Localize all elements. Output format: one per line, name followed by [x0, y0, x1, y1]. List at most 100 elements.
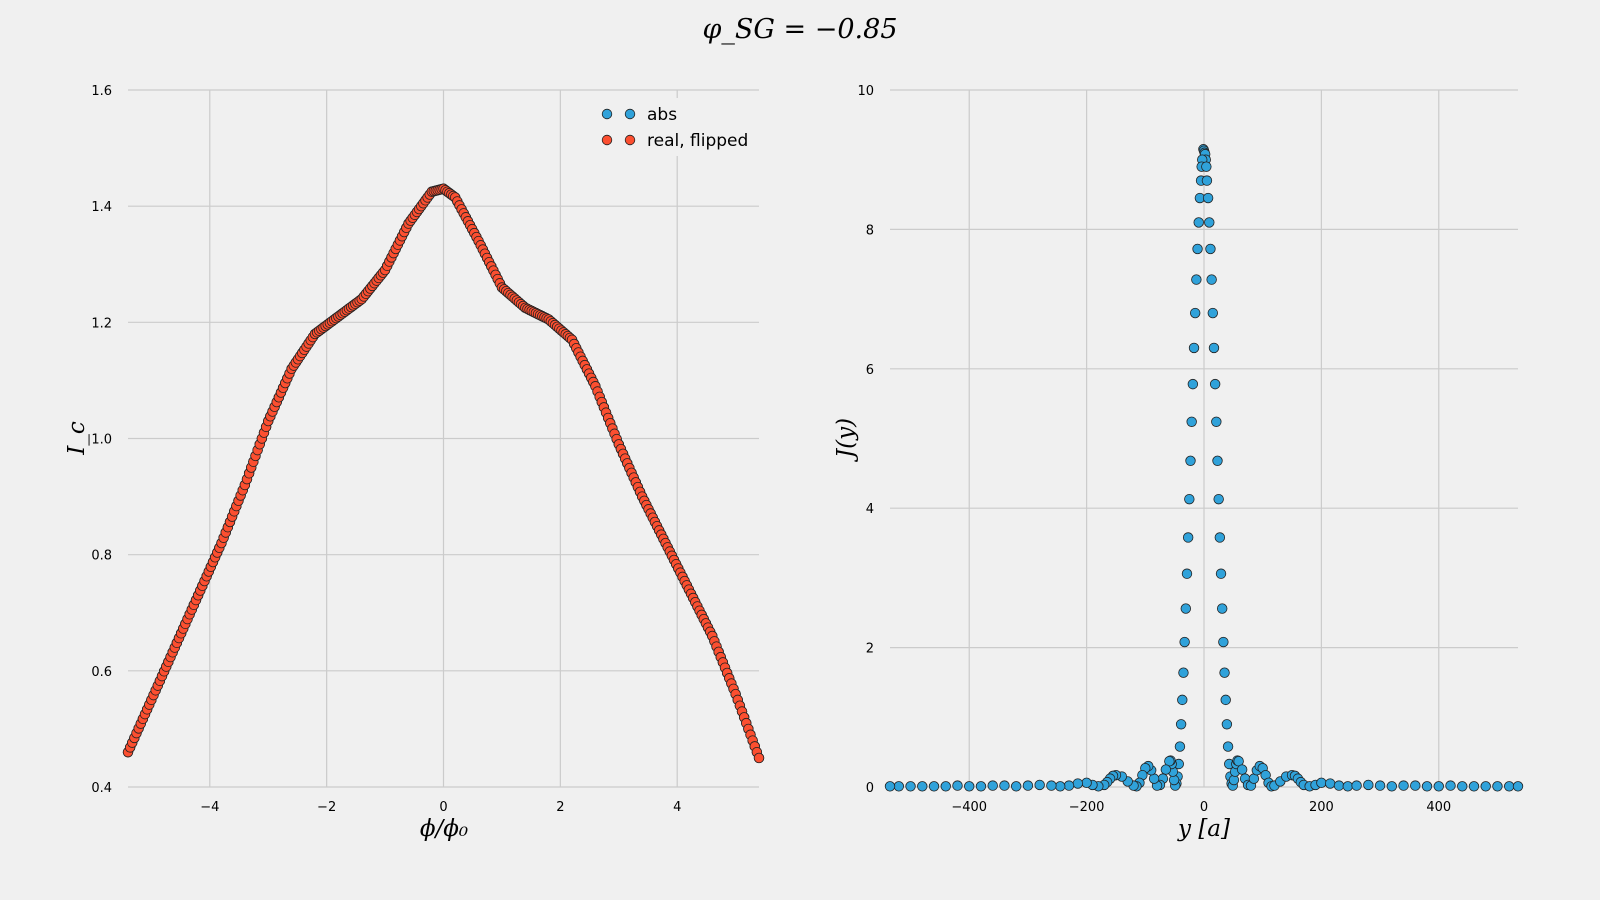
- right-point-abs: [952, 780, 963, 791]
- right-point-abs: [884, 781, 896, 792]
- legend-real-marker-1: [601, 134, 613, 146]
- right-point-abs: [1182, 532, 1194, 543]
- legend-real-marker-2: [624, 134, 636, 146]
- right-point-abs: [1010, 781, 1022, 792]
- right-points: [884, 144, 1524, 792]
- right-xtick-label: 0: [1200, 800, 1208, 815]
- right-point-abs: [1512, 781, 1524, 792]
- right-point-abs: [1174, 741, 1186, 752]
- legend: abs real, flipped: [589, 98, 759, 156]
- left-ylabel: I_c: [64, 421, 90, 456]
- right-ytick-label: 2: [866, 642, 874, 657]
- right-point-abs: [1219, 667, 1230, 678]
- right-point-abs: [1410, 780, 1421, 791]
- right-point-abs: [1207, 307, 1219, 319]
- right-point-abs: [999, 780, 1010, 791]
- right-point-abs: [1324, 778, 1336, 789]
- right-point-abs: [893, 781, 905, 792]
- figure-suptitle: φ_SG = −0.85: [703, 14, 898, 45]
- left-ytick-label: 0.6: [91, 665, 112, 680]
- right-point-abs: [940, 781, 951, 792]
- right-point-abs: [1216, 603, 1228, 614]
- legend-abs-marker-1: [601, 108, 613, 120]
- right-point-abs: [1185, 455, 1196, 467]
- right-point-abs: [987, 780, 998, 791]
- right-point-abs: [1046, 780, 1057, 791]
- right-xtick-label: −400: [951, 800, 987, 815]
- left-xtick-label: 4: [673, 800, 681, 815]
- left-xlabel: ϕ/ϕ₀: [420, 816, 468, 842]
- right-point-abs: [1209, 378, 1221, 390]
- legend-real-label: real, flipped: [647, 131, 748, 151]
- right-ylabel: J(y): [833, 418, 859, 462]
- left-ytick-label: 1.0: [91, 433, 112, 448]
- right-point-abs: [1186, 416, 1197, 427]
- left-xtick-label: 2: [556, 800, 564, 815]
- right-point-abs: [1220, 694, 1231, 706]
- right-grid: [890, 89, 1518, 788]
- right-point-abs: [1187, 378, 1199, 390]
- right-point-abs: [1055, 781, 1066, 792]
- right-point-abs: [1205, 243, 1216, 255]
- right-point-abs: [1022, 780, 1034, 791]
- right-point-abs: [1081, 777, 1092, 789]
- left-xticks: −4 −2 0 2 4: [200, 800, 681, 815]
- right-point-abs: [1342, 781, 1353, 792]
- right-point-abs: [1480, 781, 1491, 792]
- right-point-abs: [1211, 416, 1222, 427]
- left-xtick-label: 0: [439, 800, 447, 815]
- left-ytick-label: 1.4: [91, 200, 112, 215]
- right-ytick-label: 8: [866, 223, 874, 238]
- right-point-abs: [1204, 217, 1215, 228]
- right-point-abs: [1351, 780, 1362, 791]
- right-point-abs: [1363, 779, 1374, 791]
- right-plot: −400 −200 0 200 400 0 2 4 6 8 10 y [a] J(y): [833, 84, 1524, 842]
- right-xtick-label: 400: [1426, 800, 1451, 815]
- right-point-abs: [964, 781, 975, 792]
- right-point-abs: [1191, 274, 1202, 285]
- left-xtick-label: −2: [317, 800, 336, 815]
- left-ytick-label: 0.4: [91, 781, 112, 796]
- right-point-abs: [1192, 243, 1203, 255]
- left-plot: −4 −2 0 2 4 0.4 0.6 0.8 1.0 1.2 1.4 1.6 ϕ/ϕ₀ I_c a…: [64, 84, 765, 842]
- left-point-real-flipped: [753, 752, 765, 764]
- right-ytick-label: 10: [857, 84, 874, 99]
- right-point-abs: [1201, 175, 1213, 186]
- right-xtick-label: −200: [1069, 800, 1105, 815]
- right-point-abs: [1180, 603, 1192, 614]
- right-ytick-label: 4: [866, 502, 874, 517]
- right-point-abs: [928, 781, 940, 792]
- right-point-abs: [1492, 781, 1503, 792]
- right-yticks: 0 2 4 6 8 10: [857, 84, 874, 796]
- right-point-abs: [975, 781, 987, 792]
- left-xtick-label: −4: [200, 800, 219, 815]
- right-point-abs: [1208, 342, 1220, 354]
- right-point-abs: [1034, 779, 1045, 791]
- right-point-abs: [1215, 568, 1227, 579]
- right-point-abs: [1316, 777, 1327, 789]
- right-point-abs: [1160, 764, 1172, 775]
- right-point-abs: [905, 781, 916, 792]
- right-point-abs: [1214, 532, 1226, 543]
- right-point-abs: [1222, 741, 1234, 752]
- right-point-abs: [1206, 274, 1217, 285]
- legend-abs-marker-2: [624, 108, 636, 120]
- right-point-abs: [1202, 192, 1214, 204]
- right-xticks: −400 −200 0 200 400: [951, 800, 1451, 815]
- right-xlabel: y [a]: [1177, 816, 1230, 842]
- right-point-abs: [1184, 493, 1195, 505]
- right-point-abs: [917, 781, 928, 792]
- right-point-abs: [1398, 780, 1409, 791]
- right-point-abs: [1221, 719, 1233, 730]
- right-point-abs: [1072, 778, 1084, 789]
- left-grid: [128, 89, 759, 788]
- right-point-abs: [1457, 781, 1468, 792]
- right-ytick-label: 6: [866, 363, 874, 378]
- left-points: [122, 183, 765, 764]
- left-yticks: 0.4 0.6 0.8 1.0 1.2 1.4 1.6: [91, 84, 112, 796]
- right-point-abs: [1421, 781, 1433, 792]
- legend-box: [589, 98, 759, 156]
- right-point-abs: [1445, 780, 1456, 791]
- right-point-abs: [1374, 780, 1386, 791]
